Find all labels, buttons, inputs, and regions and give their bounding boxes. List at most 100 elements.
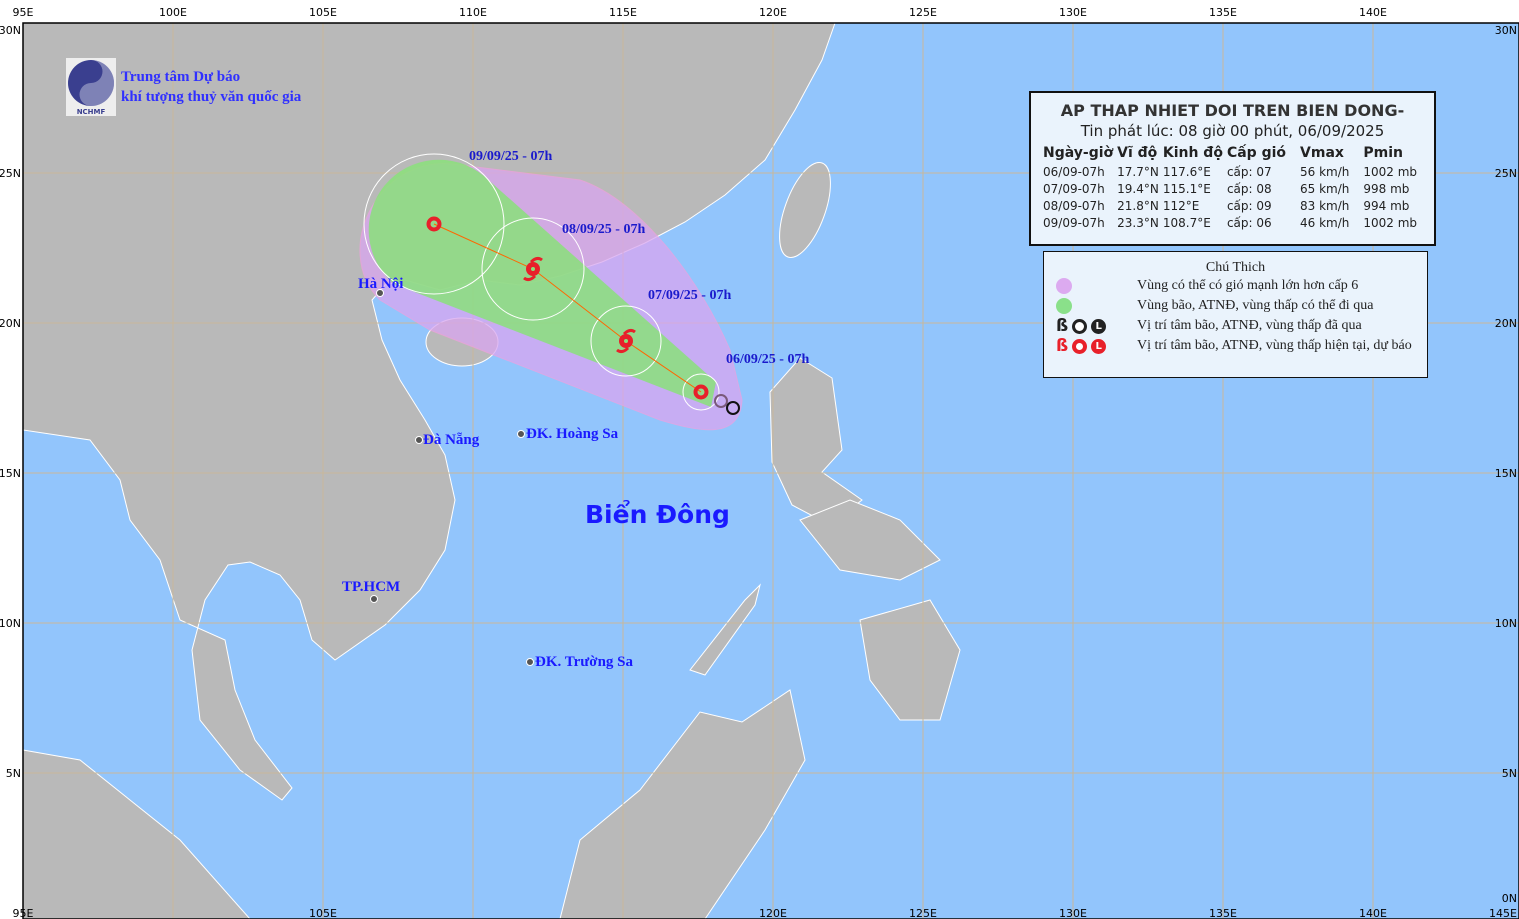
- place-label: Hà Nội: [358, 276, 404, 292]
- axis-label: 140E: [1359, 907, 1387, 919]
- table-cell: 19.4°N: [1117, 182, 1159, 196]
- table-cell: 112°E: [1162, 199, 1200, 213]
- table-cell: 56 km/h: [1300, 165, 1350, 179]
- table-cell: 46 km/h: [1300, 216, 1350, 230]
- axis-label: 30N: [1495, 24, 1517, 37]
- legend-label: Vùng có thể có gió mạnh lớn hơn cấp 6: [1137, 278, 1359, 293]
- axis-label: 95E: [13, 6, 34, 19]
- legend-label: Vùng bão, ATNĐ, vùng thấp có thể đi qua: [1137, 298, 1374, 313]
- axis-label: 100E: [159, 6, 187, 19]
- legend-label: Vị trí tâm bão, ATNĐ, vùng thấp đã qua: [1137, 318, 1362, 333]
- borneo: [559, 689, 806, 919]
- sea-name-label: Biển Đông: [585, 500, 730, 529]
- place-label: ĐK. Trường Sa: [535, 654, 634, 670]
- storm-arm: [616, 328, 636, 354]
- place-label: TP.HCM: [342, 579, 401, 595]
- mindanao: [859, 599, 961, 721]
- table-cell: 09/09-07h: [1043, 216, 1105, 230]
- storm-icon: ß: [1056, 336, 1069, 356]
- table-cell: 998 mb: [1363, 182, 1410, 196]
- legend-title: Chú Thich: [1205, 260, 1266, 275]
- issued-time: Tin phát lúc: 08 giờ 00 phút, 06/09/2025: [1080, 122, 1385, 140]
- visayas: [799, 499, 941, 581]
- axis-label: 25N: [0, 167, 21, 180]
- low-pressure-icon: L: [1091, 318, 1107, 334]
- table-row: 06/09-07h 17.7°N 117.6°E cấp: 07 56 km/h 1002…: [1041, 164, 1419, 181]
- taiwan: [779, 162, 831, 258]
- axis-label: 30N: [0, 24, 21, 37]
- radius-circle: [590, 305, 662, 377]
- palawan: [689, 583, 761, 676]
- axis-label: 125E: [909, 6, 937, 19]
- table-cell: 21.8°N: [1117, 199, 1159, 213]
- info-panel: AP THAP NHIET DOI TREN BIEN DONG- Tin ph…: [1029, 91, 1436, 246]
- table-cell: 1002 mb: [1363, 165, 1418, 179]
- table-row: 09/09-07h 23.3°N 108.7°E cấp: 06 46 km/h 1002…: [1041, 215, 1419, 232]
- storm-eye: [624, 339, 628, 343]
- depression-circle-icon: [426, 216, 442, 232]
- col-header: Kinh độ: [1162, 145, 1223, 161]
- axis-label: 120E: [759, 6, 787, 19]
- past-position-icon: [714, 394, 728, 408]
- legend-label: Vị trí tâm bão, ATNĐ, vùng thấp hiện tại…: [1137, 338, 1412, 353]
- table-cell: 17.7°N: [1117, 165, 1159, 179]
- axis-label: 135E: [1209, 907, 1237, 919]
- axis-label: 15N: [0, 467, 21, 480]
- place-marker: [376, 289, 384, 297]
- table-cell: 1002 mb: [1363, 216, 1418, 230]
- axis-label: 145E: [1489, 907, 1517, 919]
- storm-eye: [531, 267, 535, 271]
- legend-item: ß L Vị trí tâm bão, ATNĐ, vùng thấp hiện…: [1044, 336, 1427, 356]
- storm-icon: ß: [1056, 316, 1069, 336]
- radius-circle: [682, 373, 720, 411]
- radius-circle: [363, 153, 505, 295]
- place-marker: [526, 658, 534, 666]
- axis-label: 25N: [1495, 167, 1517, 180]
- table-cell: 65 km/h: [1300, 182, 1350, 196]
- axis-label: 110E: [459, 6, 487, 19]
- axis-label: 130E: [1059, 6, 1087, 19]
- track-time-label: 06/09/25 - 07h: [726, 352, 810, 367]
- table-cell: 83 km/h: [1300, 199, 1350, 213]
- legend-panel: Chú Thich Vùng có thể có gió mạnh lớn hơ…: [1043, 251, 1428, 378]
- axis-label: 5N: [6, 767, 21, 780]
- axis-label: 115E: [609, 6, 637, 19]
- axis-label: 140E: [1359, 6, 1387, 19]
- org-line2: khí tượng thuỷ văn quốc gia: [121, 89, 302, 105]
- axis-label: 130E: [1059, 907, 1087, 919]
- logo-text: NCHMF: [77, 108, 106, 116]
- axis-label: 5N: [1502, 767, 1517, 780]
- axis-label: 10N: [0, 617, 21, 630]
- table-cell: 117.6°E: [1162, 165, 1211, 179]
- table-cell: 108.7°E: [1162, 216, 1211, 230]
- table-cell: 23.3°N: [1117, 216, 1159, 230]
- axis-label: 125E: [909, 907, 937, 919]
- org-line1: Trung tâm Dự báo: [121, 69, 241, 85]
- axis-label: 105E: [309, 907, 337, 919]
- legend-item: Vùng bão, ATNĐ, vùng thấp có thể đi qua: [1044, 296, 1427, 316]
- col-header: Cấp gió: [1226, 145, 1287, 161]
- forecast-table: Ngày-giờ Vĩ độ Kinh độ Cấp gió Vmax Pmin…: [1041, 143, 1419, 232]
- table-cell: cấp: 07: [1226, 165, 1272, 179]
- legend-item: ß L Vị trí tâm bão, ATNĐ, vùng thấp đã q…: [1044, 316, 1427, 336]
- place-label: ĐK. Hoàng Sa: [526, 426, 619, 442]
- track-time-label: 08/09/25 - 07h: [562, 222, 646, 237]
- storm-arm: [523, 256, 543, 282]
- low-pressure-icon: L: [1091, 338, 1107, 354]
- past-position-icon: [726, 401, 740, 415]
- axis-label: 20N: [1495, 317, 1517, 330]
- green-zone-icon: [1056, 298, 1072, 314]
- table-cell: 994 mb: [1363, 199, 1410, 213]
- storm-forecast: [359, 153, 743, 666]
- table-cell: 08/09-07h: [1043, 199, 1105, 213]
- axis-label: 135E: [1209, 6, 1237, 19]
- legend-item: Vùng có thể có gió mạnh lớn hơn cấp 6: [1044, 276, 1427, 296]
- table-cell: cấp: 08: [1226, 182, 1272, 196]
- track-time-label: 07/09/25 - 07h: [648, 288, 732, 303]
- track-time-label: 09/09/25 - 07h: [469, 149, 553, 164]
- nchmf-logo: NCHMF: [66, 58, 116, 116]
- col-header: Vĩ độ: [1117, 145, 1158, 161]
- axis-label: 10N: [1495, 617, 1517, 630]
- axis-labels: 95E 100E 105E 110E 115E 120E 125E 130E 135E 140E 9…: [0, 6, 1517, 919]
- table-cell: 07/09-07h: [1043, 182, 1105, 196]
